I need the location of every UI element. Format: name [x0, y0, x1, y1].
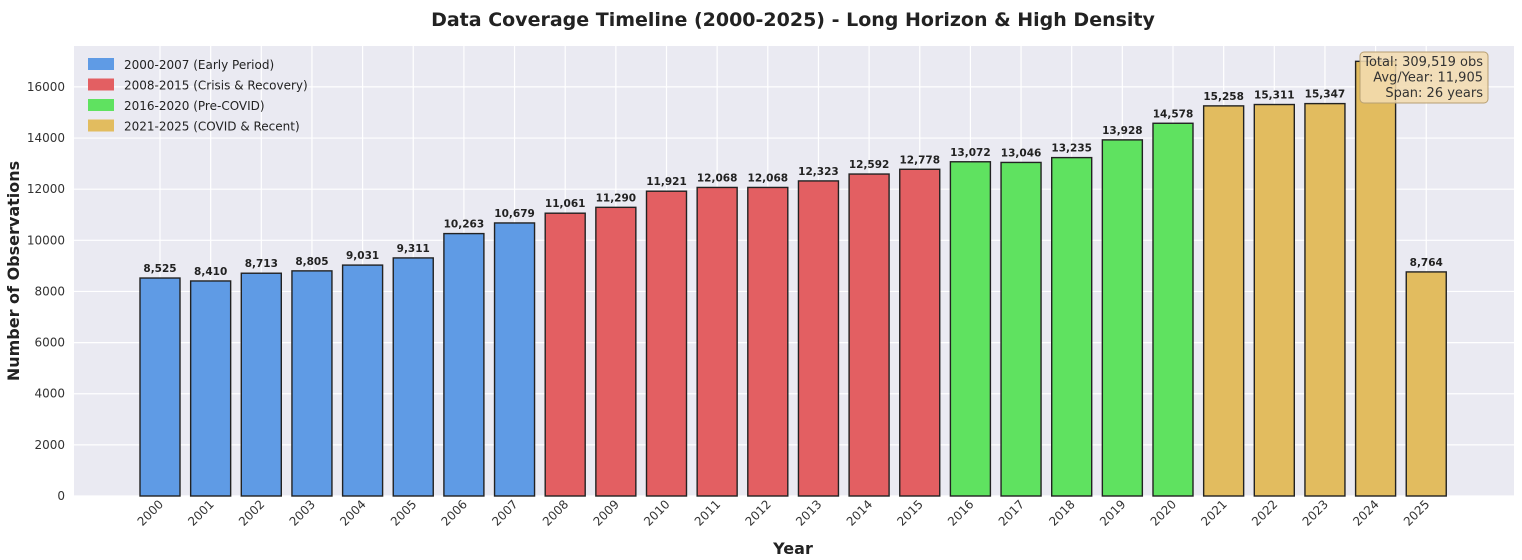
data-label-2019: 13,928 [1102, 125, 1143, 137]
bar-2006 [443, 232, 485, 497]
bars [139, 60, 1447, 497]
bar-2025 [1405, 271, 1447, 497]
bar-2010 [645, 190, 688, 497]
stats-line: Avg/Year: 11,905 [1373, 71, 1483, 86]
y-tick-label: 4000 [34, 387, 65, 401]
data-label-2018: 13,235 [1051, 143, 1092, 155]
data-label-2015: 12,778 [899, 154, 940, 166]
bar-2011 [696, 186, 738, 497]
data-label-2003: 8,805 [295, 256, 328, 268]
bar-2020 [1152, 122, 1194, 497]
data-label-2014: 12,592 [849, 159, 890, 171]
bar-2021 [1202, 105, 1245, 497]
data-label-2022: 15,311 [1254, 90, 1295, 102]
bar-2014 [848, 173, 890, 497]
y-tick-label: 12000 [27, 182, 65, 196]
bar-2002 [240, 272, 283, 497]
plot-area [74, 46, 1514, 496]
bar-2013 [797, 180, 840, 497]
data-label-2004: 9,031 [346, 250, 379, 262]
data-label-2025: 8,764 [1410, 257, 1443, 269]
y-axis-label: Number of Observations [4, 161, 23, 381]
bar-2009 [595, 206, 637, 497]
data-label-2002: 8,713 [245, 258, 278, 270]
data-label-2023: 15,347 [1305, 89, 1346, 101]
data-label-2017: 13,046 [1001, 147, 1042, 159]
legend-label: 2016-2020 (Pre-COVID) [124, 99, 265, 113]
y-tick-label: 6000 [34, 336, 65, 350]
y-tick-label: 8000 [34, 284, 65, 298]
x-axis-label: Year [772, 539, 813, 558]
bar-2004 [341, 264, 384, 497]
data-label-2010: 11,921 [646, 176, 687, 188]
legend-swatch [88, 78, 114, 91]
bar-2024 [1354, 60, 1397, 497]
bar-2001 [189, 280, 232, 497]
bar-2003 [291, 270, 333, 497]
legend: 2000-2007 (Early Period) 2008-2015 (Crisi… [88, 58, 308, 134]
data-labels: 8,525 8,410 8,713 8,805 9,031 9,311 10,263 10,6… [143, 89, 1442, 278]
stats-box-background [1359, 51, 1489, 104]
y-tick-label: 14000 [27, 131, 65, 145]
data-label-2012: 12,068 [748, 172, 789, 184]
bar-2012 [747, 186, 789, 497]
data-label-2020: 14,578 [1153, 108, 1194, 120]
bar-2016 [949, 161, 992, 497]
data-label-2021: 15,258 [1203, 91, 1244, 103]
y-tick-label: 2000 [34, 438, 65, 452]
data-label-2016: 13,072 [950, 147, 991, 159]
stats-line: Total: 309,519 obs [1362, 55, 1483, 70]
bar-2023 [1304, 102, 1346, 497]
bar-2007 [493, 222, 536, 497]
chart-title: Data Coverage Timeline (2000-2025) - Lon… [431, 9, 1155, 31]
bar-2015 [899, 168, 941, 497]
data-label-2013: 12,323 [798, 166, 839, 178]
data-label-2001: 8,410 [194, 266, 227, 278]
data-label-2008: 11,061 [545, 198, 586, 210]
legend-swatch [88, 99, 114, 111]
legend-label: 2021-2025 (COVID & Recent) [124, 120, 300, 134]
legend-swatch [88, 58, 114, 70]
legend-swatch [88, 119, 114, 132]
data-label-2005: 9,311 [397, 243, 430, 255]
bar-2000 [139, 277, 181, 497]
legend-label: 2000-2007 (Early Period) [124, 58, 274, 72]
bar-2005 [392, 257, 434, 497]
stats-line: Span: 26 years [1385, 86, 1483, 101]
data-label-2006: 10,263 [444, 219, 485, 231]
legend-label: 2008-2015 (Crisis & Recovery) [124, 79, 308, 93]
y-tick-label: 16000 [27, 80, 65, 94]
y-tick-label: 10000 [27, 233, 65, 247]
bar-2022 [1253, 103, 1296, 497]
data-label-2011: 12,068 [697, 172, 738, 184]
data-label-2009: 11,290 [596, 192, 637, 204]
data-label-2007: 10,679 [494, 208, 535, 220]
bar-2008 [544, 212, 586, 497]
y-tick-label: 0 [57, 489, 65, 503]
bar-2017 [1000, 161, 1042, 497]
data-label-2000: 8,525 [143, 263, 176, 275]
y-axis-ticks: 0 2000 4000 6000 8000 10000 12000 14000 16000 [27, 80, 65, 503]
bar-2018 [1050, 156, 1093, 497]
bar-2019 [1101, 139, 1144, 497]
